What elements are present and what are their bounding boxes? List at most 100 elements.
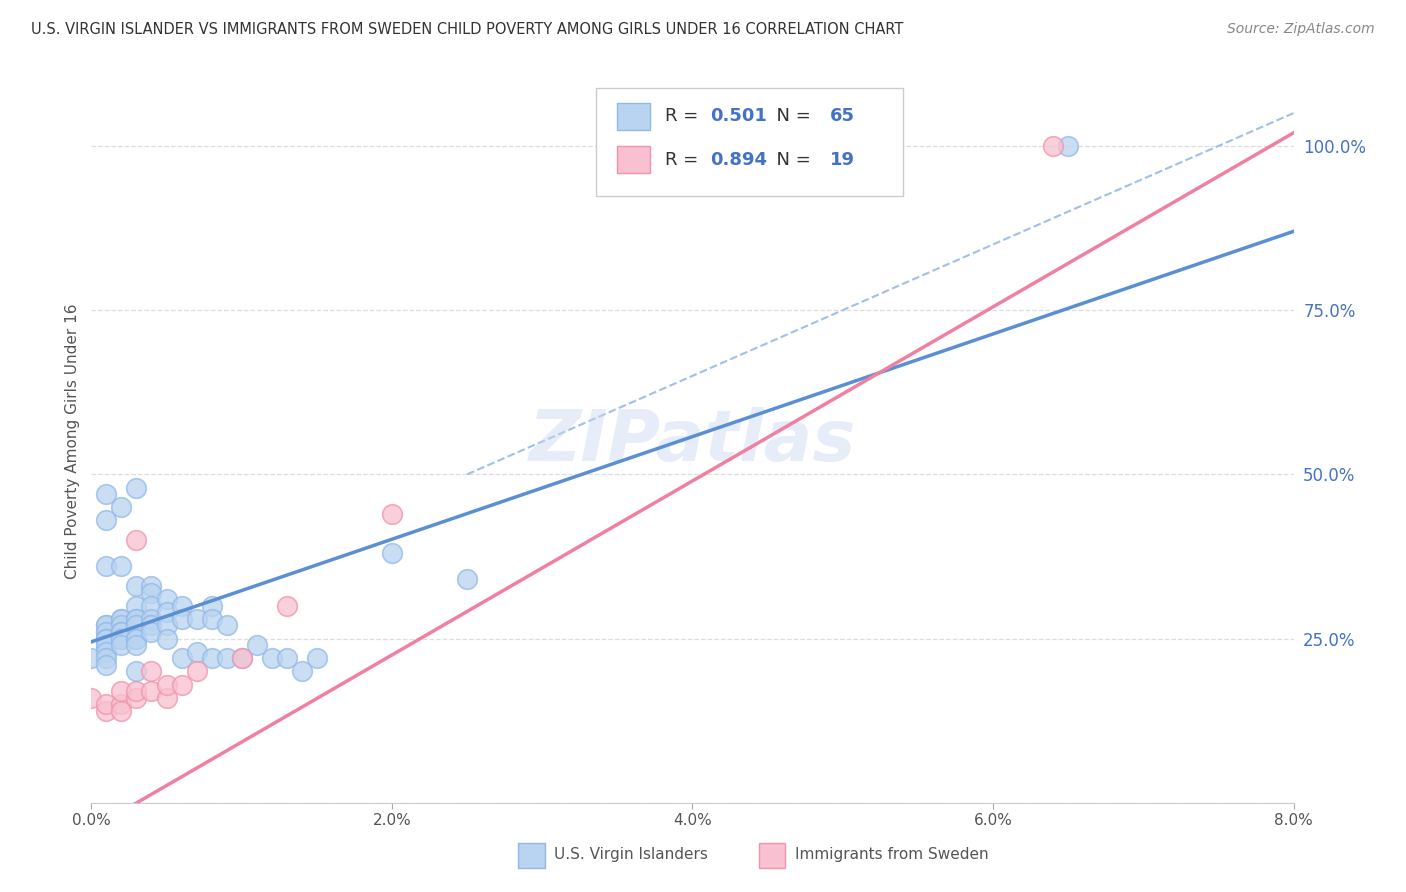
Point xyxy=(125,684,148,698)
Point xyxy=(125,481,148,495)
Point xyxy=(125,599,148,613)
Point xyxy=(125,690,148,705)
Text: U.S. VIRGIN ISLANDER VS IMMIGRANTS FROM SWEDEN CHILD POVERTY AMONG GIRLS UNDER 1: U.S. VIRGIN ISLANDER VS IMMIGRANTS FROM … xyxy=(31,22,903,37)
Point xyxy=(96,618,118,632)
FancyBboxPatch shape xyxy=(596,87,903,196)
Point xyxy=(260,651,283,665)
Text: ZIPatlas: ZIPatlas xyxy=(529,407,856,476)
Text: Immigrants from Sweden: Immigrants from Sweden xyxy=(794,847,988,863)
Point xyxy=(96,698,118,712)
Text: R =: R = xyxy=(665,151,704,169)
Point xyxy=(110,632,132,646)
Point xyxy=(141,579,163,593)
Point xyxy=(186,612,208,626)
Point xyxy=(186,645,208,659)
Point xyxy=(381,507,404,521)
Point xyxy=(291,665,314,679)
Point xyxy=(155,618,177,632)
Bar xyxy=(519,843,544,868)
Point xyxy=(80,690,103,705)
Point xyxy=(276,651,298,665)
Text: 65: 65 xyxy=(830,107,855,126)
Point xyxy=(1057,139,1080,153)
Point xyxy=(381,546,404,560)
Point xyxy=(96,632,118,646)
Point xyxy=(125,632,148,646)
Point xyxy=(96,513,118,527)
Point xyxy=(110,618,132,632)
Point xyxy=(110,698,132,712)
Point xyxy=(125,632,148,646)
Point xyxy=(141,665,163,679)
Point xyxy=(110,638,132,652)
Bar xyxy=(759,843,785,868)
Point xyxy=(80,651,103,665)
Point xyxy=(125,665,148,679)
Y-axis label: Child Poverty Among Girls Under 16: Child Poverty Among Girls Under 16 xyxy=(65,304,80,579)
Point xyxy=(246,638,269,652)
Point xyxy=(276,599,298,613)
Point xyxy=(170,599,193,613)
Point xyxy=(186,665,208,679)
Point xyxy=(96,625,118,640)
Point xyxy=(170,651,193,665)
Text: 0.894: 0.894 xyxy=(710,151,768,169)
Point xyxy=(96,632,118,646)
Bar xyxy=(617,146,651,173)
Point xyxy=(141,599,163,613)
Text: N =: N = xyxy=(765,107,815,126)
Point xyxy=(125,612,148,626)
Point xyxy=(141,618,163,632)
Point xyxy=(215,618,238,632)
Point xyxy=(110,632,132,646)
Point xyxy=(170,677,193,691)
Point xyxy=(215,651,238,665)
Point xyxy=(201,651,224,665)
Point xyxy=(141,684,163,698)
Point xyxy=(96,638,118,652)
Text: 0.501: 0.501 xyxy=(710,107,768,126)
Point xyxy=(96,632,118,646)
Point xyxy=(231,651,253,665)
Point xyxy=(96,487,118,501)
Point xyxy=(155,677,177,691)
Point xyxy=(170,612,193,626)
Point xyxy=(96,651,118,665)
Point xyxy=(96,559,118,574)
Point xyxy=(110,612,132,626)
Bar xyxy=(617,103,651,130)
Point xyxy=(201,612,224,626)
Point xyxy=(110,559,132,574)
Text: 19: 19 xyxy=(830,151,855,169)
Point xyxy=(141,625,163,640)
Point xyxy=(1042,139,1064,153)
Point xyxy=(201,599,224,613)
Text: U.S. Virgin Islanders: U.S. Virgin Islanders xyxy=(554,847,709,863)
Point xyxy=(96,638,118,652)
Point xyxy=(155,592,177,607)
Point xyxy=(305,651,328,665)
Point xyxy=(110,625,132,640)
Point xyxy=(96,625,118,640)
Point xyxy=(96,618,118,632)
Point xyxy=(125,533,148,547)
Point xyxy=(141,585,163,599)
Point xyxy=(96,704,118,718)
Point xyxy=(110,625,132,640)
Point xyxy=(125,579,148,593)
Point xyxy=(125,612,148,626)
Text: N =: N = xyxy=(765,151,815,169)
Point xyxy=(110,612,132,626)
Point xyxy=(155,690,177,705)
Point xyxy=(141,612,163,626)
Point xyxy=(231,651,253,665)
Point xyxy=(110,704,132,718)
Point xyxy=(456,573,478,587)
Point xyxy=(125,638,148,652)
Point xyxy=(155,605,177,619)
Point xyxy=(110,684,132,698)
Point xyxy=(96,645,118,659)
Point xyxy=(155,632,177,646)
Point xyxy=(125,618,148,632)
Point xyxy=(96,657,118,672)
